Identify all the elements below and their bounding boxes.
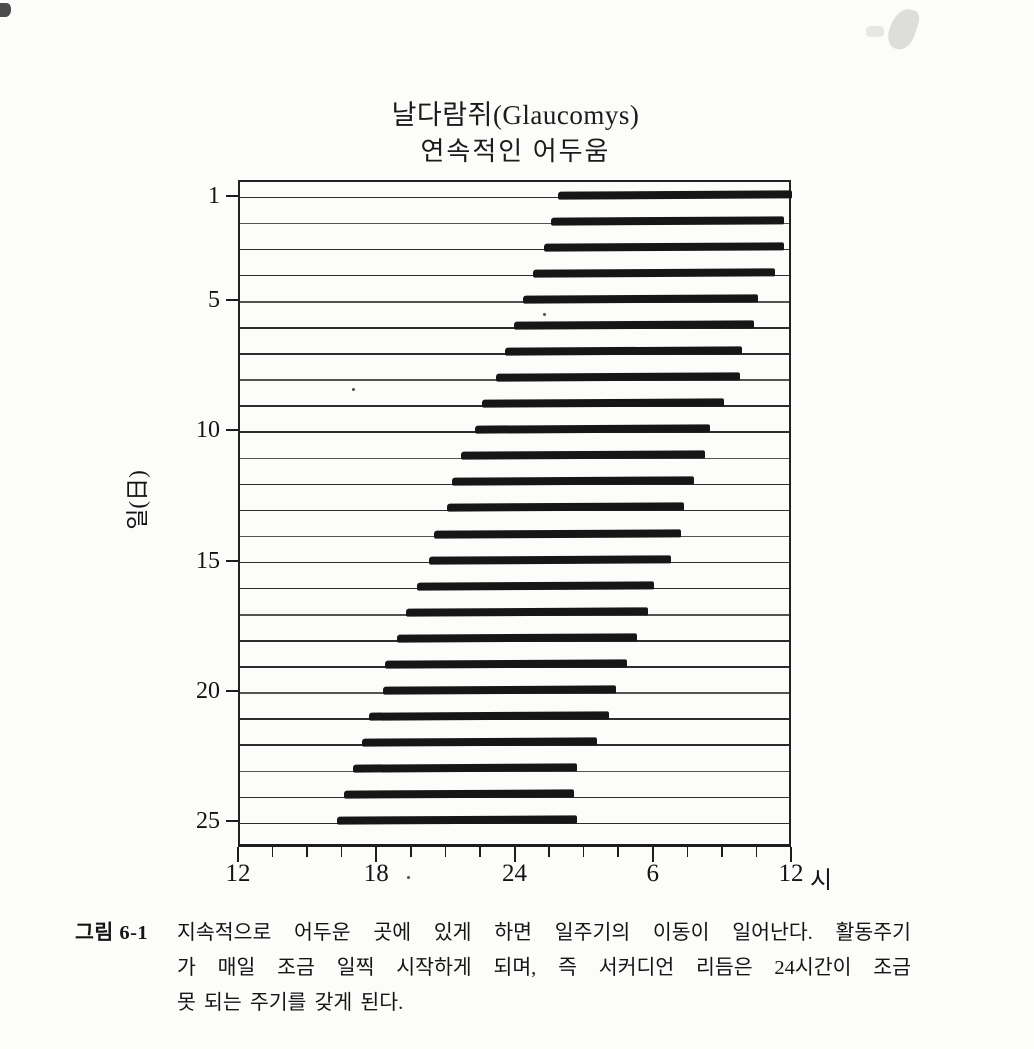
caption-line: 지속적으로 어두운 곳에 있게 하면 일주기의 이동이 일어난다. 활동주기 <box>177 922 911 944</box>
activity-bar <box>544 242 784 251</box>
chart-title: 날다람쥐(Glaucomys) 연속적인 어두움 <box>239 98 792 169</box>
x-axis-minor-tick <box>444 847 447 857</box>
scan-corner-mark <box>0 3 11 17</box>
activity-bar <box>433 528 681 538</box>
y-axis-day-label: 5 <box>208 286 220 313</box>
x-axis-hour-label: 12 <box>778 860 804 887</box>
x-axis-hour-label: 18 <box>363 860 389 887</box>
activity-bar <box>532 268 775 277</box>
scan-smudge <box>884 5 922 53</box>
activity-bar <box>557 189 793 199</box>
x-axis-minor-tick <box>271 847 274 857</box>
y-axis-tick <box>226 298 238 301</box>
day-row-line <box>240 274 789 277</box>
figure-caption-text: 지속적으로 어두운 곳에 있게 하면 일주기의 이동이 일어난다. 활동주기 가… <box>177 916 911 1021</box>
x-axis-minor-tick <box>755 847 758 857</box>
day-row-line <box>240 222 789 225</box>
chart-title-line1: 날다람쥐(Glaucomys) <box>391 100 640 130</box>
x-axis-major-tick <box>237 847 239 862</box>
day-row-line <box>240 822 789 825</box>
day-row-line <box>240 301 789 303</box>
activity-bar <box>417 581 655 590</box>
x-axis-major-tick <box>790 847 792 862</box>
x-axis-minor-tick <box>721 847 723 857</box>
activity-bar <box>369 711 609 721</box>
figure-caption: 그림 6-1 지속적으로 어두운 곳에 있게 하면 일주기의 이동이 일어난다.… <box>75 916 911 1021</box>
activity-bar <box>504 346 743 356</box>
activity-bar <box>428 554 671 564</box>
x-axis-major-tick <box>513 847 516 862</box>
day-row-line <box>240 196 789 199</box>
scan-smudge-small <box>866 26 884 37</box>
x-axis-hour-label: 6 <box>646 860 660 887</box>
chart-title-line2: 연속적인 어두움 <box>420 137 611 167</box>
y-axis-day-label: 15 <box>196 547 220 574</box>
activity-bar <box>352 763 577 773</box>
activity-bar <box>523 294 759 303</box>
x-axis-minor-tick <box>548 847 550 857</box>
x-axis-major-tick <box>651 847 654 862</box>
y-axis-tick <box>226 429 238 432</box>
day-row-line <box>240 796 789 799</box>
y-axis-title: 일(日) <box>125 470 150 530</box>
day-row-line <box>240 770 789 772</box>
activity-bar <box>382 685 616 695</box>
y-axis-tick <box>226 194 238 197</box>
figure-number: 그림 6-1 <box>75 922 149 944</box>
y-axis-day-label: 1 <box>208 182 220 209</box>
caption-line: 못 되는 주기를 갖게 된다. <box>177 992 404 1014</box>
y-axis-tick <box>226 559 238 562</box>
x-axis-minor-tick <box>410 847 412 857</box>
activity-bar <box>405 607 648 616</box>
y-axis-day-label: 10 <box>196 417 220 444</box>
x-axis-minor-tick <box>479 847 481 857</box>
x-axis-minor-tick <box>306 847 308 857</box>
x-axis-minor-tick <box>617 847 619 857</box>
activity-bar <box>474 424 711 434</box>
x-axis-minor-tick <box>686 847 689 857</box>
x-axis-unit-label: 시 <box>810 868 833 894</box>
x-axis-minor-tick <box>582 847 585 857</box>
actogram-plot <box>238 180 793 847</box>
activity-bar <box>514 320 754 330</box>
scan-speck <box>407 876 410 879</box>
x-axis-hour-label: 12 <box>225 860 251 887</box>
y-axis-day-label: 20 <box>196 678 220 705</box>
activity-bar <box>362 737 598 747</box>
activity-bar <box>481 398 724 408</box>
x-axis-minor-tick <box>340 847 343 857</box>
day-row-line <box>240 248 789 251</box>
x-axis-hour-label: 24 <box>502 860 527 887</box>
x-axis-major-tick <box>375 847 378 862</box>
y-axis-day-label: 25 <box>196 808 220 835</box>
activity-bar <box>385 659 628 669</box>
activity-bar <box>551 215 784 225</box>
y-axis-tick <box>226 690 238 693</box>
activity-bar <box>396 633 637 642</box>
activity-bar <box>495 372 741 382</box>
y-axis-tick <box>226 820 238 823</box>
caption-line: 가 매일 조금 일찍 시작하게 되며, 즉 서커디언 리듬은 24시간이 조금 <box>177 957 911 979</box>
